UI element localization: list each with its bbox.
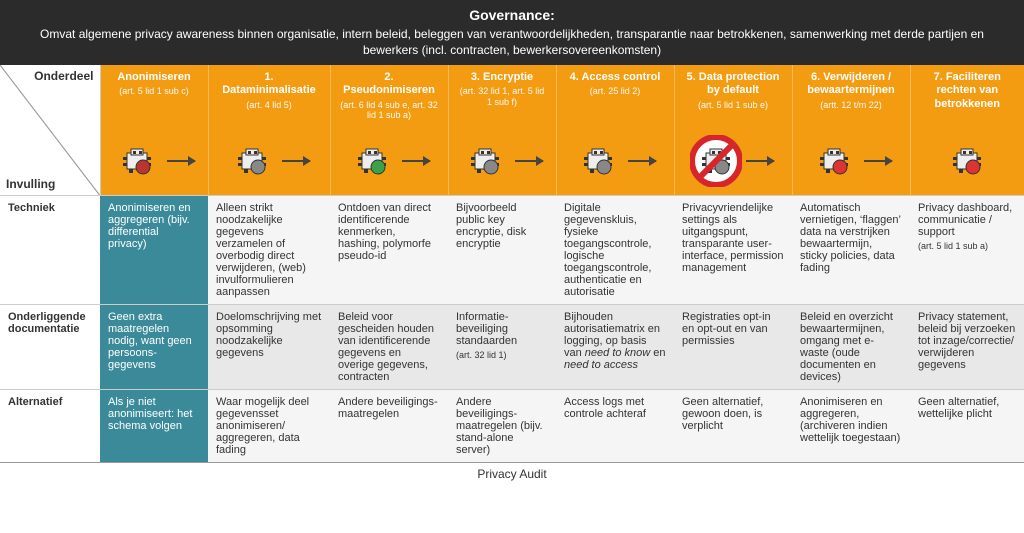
row-label-1: Onderliggende documentatie [0,305,100,390]
icon-row [0,127,1024,196]
header-subtitle: Omvat algemene privacy awareness binnen … [20,26,1004,60]
corner-bottom: Invulling [6,177,55,191]
cell-1-2: Beleid voor gescheiden houden van identi… [330,305,448,390]
col-head-1: 1. Dataminimalisatie(art. 4 lid 5) [208,65,330,127]
col-head-0: Anonimiseren(art. 5 lid 1 sub c) [100,65,208,127]
cell-2-2: Andere beveiligings-maatregelen [330,390,448,463]
cell-0-7: Privacy dashboard, communicatie / suppor… [910,196,1024,305]
cell-1-7: Privacy statement, beleid bij verzoeken … [910,305,1024,390]
stage-icon-6 [792,127,910,196]
cell-1-0: Geen extra maatregelen nodig, want geen … [100,305,208,390]
cell-0-1: Alleen strikt noodzakelijke gegevens ver… [208,196,330,305]
header-title: Governance: [20,6,1004,26]
col-head-4: 4. Access control(art. 25 lid 2) [556,65,674,127]
cell-0-5: Privacyvriendelijke settings als uitgang… [674,196,792,305]
corner-top: Onderdeel [34,69,93,83]
cell-0-0: Anonimiseren en aggregeren (bijv. differ… [100,196,208,305]
cell-0-3: Bijvoorbeeld public key encryptie, disk … [448,196,556,305]
stage-icon-2 [330,127,448,196]
col-head-5: 5. Data protection by default(art. 5 lid… [674,65,792,127]
cell-2-6: Anonimiseren en aggregeren, (archiveren … [792,390,910,463]
row-label-2: Alternatief [0,390,100,463]
arrow-icon [282,160,310,162]
privacy-table: Onderdeel Invulling Anonimiseren(art. 5 … [0,65,1024,462]
stage-icon-7 [910,127,1024,196]
col-head-6: 6. Verwijderen / bewaartermijnen(artt. 1… [792,65,910,127]
cell-2-0: Als je niet anonimiseert: het schema vol… [100,390,208,463]
arrow-icon [628,160,656,162]
cell-1-4: Bijhouden autorisatiematrix en logging, … [556,305,674,390]
col-head-7: 7. Faciliteren rechten van betrokkenen [910,65,1024,127]
stage-icon-0 [100,127,208,196]
stage-icon-1 [208,127,330,196]
row-label-0: Techniek [0,196,100,305]
arrow-icon [402,160,430,162]
governance-header: Governance: Omvat algemene privacy aware… [0,0,1024,65]
cell-2-4: Access logs met controle achteraf [556,390,674,463]
cell-0-4: Digitale gegevenskluis, fysieke toegangs… [556,196,674,305]
cell-1-1: Doelomschrijving met opsomming noodzakel… [208,305,330,390]
cell-2-1: Waar mogelijk deel gegevensset anonimise… [208,390,330,463]
cell-2-7: Geen alternatief, wettelijke plicht [910,390,1024,463]
arrow-icon [167,160,195,162]
arrow-icon [864,160,892,162]
cell-0-6: Automatisch vernietigen, ‘flaggen’ data … [792,196,910,305]
footer-privacy-audit: Privacy Audit [0,462,1024,485]
stage-icon-5 [674,127,792,196]
corner-cell: Onderdeel Invulling [0,65,100,195]
cell-1-6: Beleid en overzicht bewaartermijnen, omg… [792,305,910,390]
arrow-icon [515,160,543,162]
stage-icon-4 [556,127,674,196]
col-head-2: 2. Pseudonimiseren(art. 6 lid 4 sub e, a… [330,65,448,127]
cell-0-2: Ontdoen van direct identificerende kenme… [330,196,448,305]
cell-2-3: Andere beveiligings-maatregelen (bijv. s… [448,390,556,463]
cell-1-5: Registraties opt-in en opt-out en van pe… [674,305,792,390]
stage-icon-3 [448,127,556,196]
arrow-icon [746,160,774,162]
col-head-3: 3. Encryptie(art. 32 lid 1, art. 5 lid 1… [448,65,556,127]
cell-1-3: Informatie-beveiliging standaarden(art. … [448,305,556,390]
cell-2-5: Geen alternatief, gewoon doen, is verpli… [674,390,792,463]
